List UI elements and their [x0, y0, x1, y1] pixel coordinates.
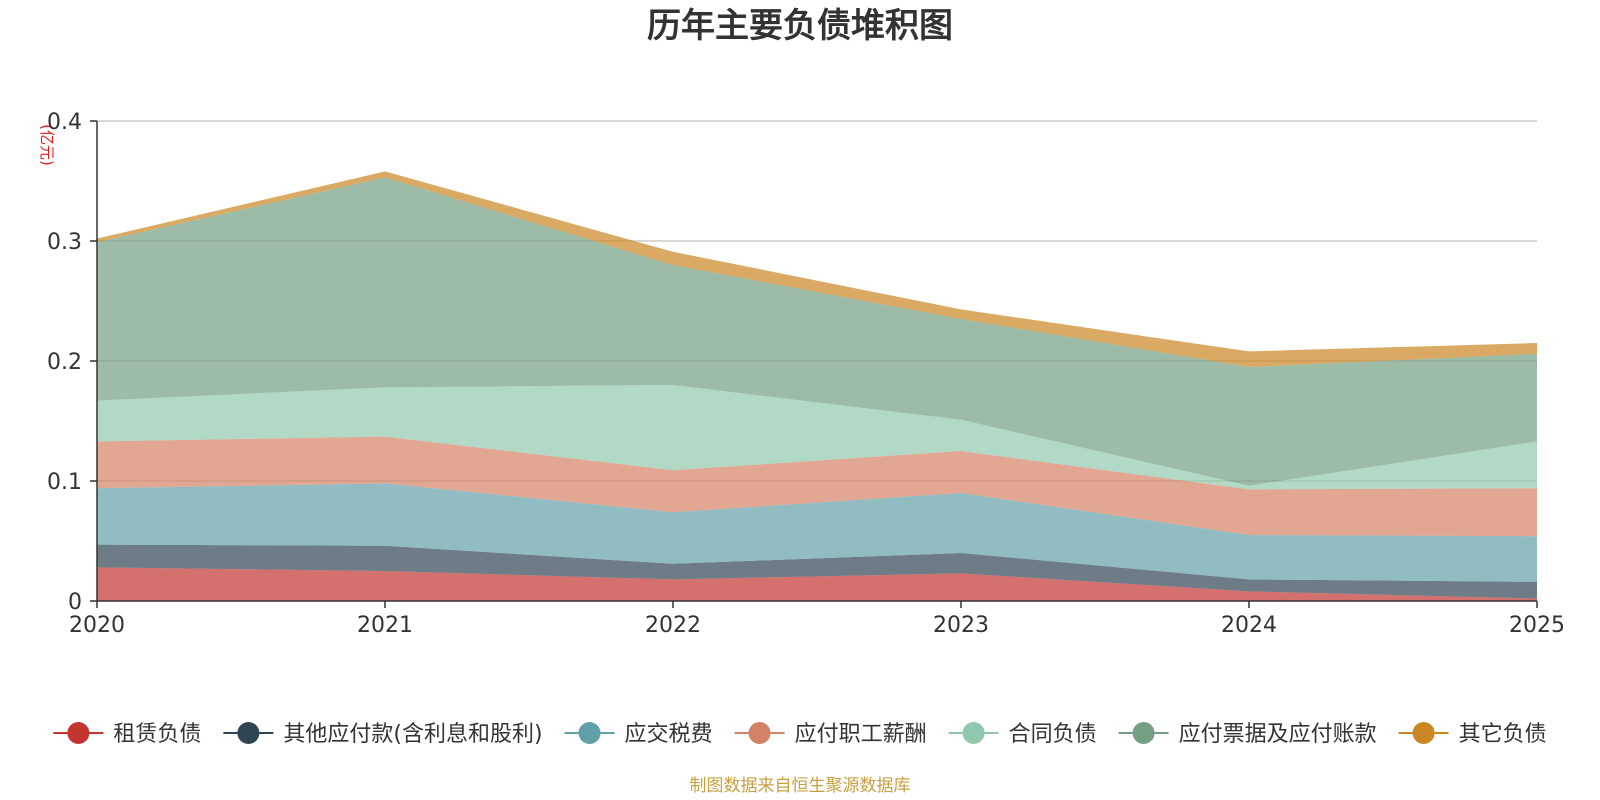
- legend-label: 应交税费: [625, 722, 713, 747]
- legend-label: 租赁负债: [113, 722, 201, 747]
- legend-label: 其他应付款(含利息和股利): [283, 722, 542, 747]
- area-series-6[interactable]: [97, 177, 1537, 486]
- y-tick-label: 0.2: [47, 350, 82, 375]
- data-source-note: 制图数据来自恒生聚源数据库: [690, 776, 911, 796]
- legend-item[interactable]: 应交税费: [564, 722, 713, 747]
- legend-circle-icon: [962, 722, 985, 744]
- y-tick-label: 0: [68, 590, 82, 615]
- area-series-4[interactable]: [97, 436, 1537, 537]
- x-tick-label: 2025: [1509, 613, 1565, 638]
- legend-circle-icon: [237, 722, 260, 744]
- legend-circle-icon: [748, 722, 771, 744]
- legend-item[interactable]: 应付职工薪酬: [734, 722, 927, 747]
- x-tick-label: 2024: [1221, 613, 1277, 638]
- legend-circle-icon: [1412, 722, 1435, 744]
- y-axis-unit-label: (亿元): [38, 124, 56, 166]
- x-tick-label: 2022: [645, 613, 701, 638]
- area-series-1[interactable]: [97, 567, 1537, 601]
- legend-label: 应付职工薪酬: [795, 722, 927, 747]
- legend-circle-icon: [67, 722, 90, 744]
- legend-item[interactable]: 其它负债: [1398, 722, 1547, 747]
- legend-label: 合同负债: [1009, 722, 1097, 747]
- area-series-2[interactable]: [97, 544, 1537, 599]
- legend-label: 应付票据及应付账款: [1179, 722, 1377, 747]
- area-series-7[interactable]: [97, 171, 1537, 367]
- legend-item[interactable]: 租赁负债: [53, 722, 201, 747]
- legend-item[interactable]: 合同负债: [948, 722, 1097, 747]
- legend-item[interactable]: 应付票据及应付账款: [1118, 722, 1377, 747]
- legend-circle-icon: [578, 722, 601, 744]
- x-tick-label: 2021: [357, 613, 413, 638]
- y-tick-label: 0.3: [47, 230, 82, 255]
- x-tick-label: 2023: [933, 613, 989, 638]
- legend-circle-icon: [1132, 722, 1155, 744]
- chart-title: 历年主要负债堆积图: [647, 6, 953, 46]
- area-series: [97, 171, 1537, 601]
- axes: 0 0.1 0.2 0.3 0.4 2020 2021 2022 2023 2024 2025: [47, 110, 1565, 638]
- legend[interactable]: 租赁负债 其他应付款(含利息和股利) 应交税费 应付职工薪酬 合同负债 应付票据及应付账款…: [53, 722, 1547, 747]
- y-tick-label: 0.1: [47, 470, 82, 495]
- y-tick-label: 0.4: [47, 110, 82, 135]
- area-series-3[interactable]: [97, 483, 1537, 582]
- legend-label: 其它负债: [1459, 722, 1547, 747]
- x-tick-label: 2020: [69, 613, 125, 638]
- area-series-5[interactable]: [97, 385, 1537, 490]
- legend-item[interactable]: 其他应付款(含利息和股利): [223, 722, 543, 747]
